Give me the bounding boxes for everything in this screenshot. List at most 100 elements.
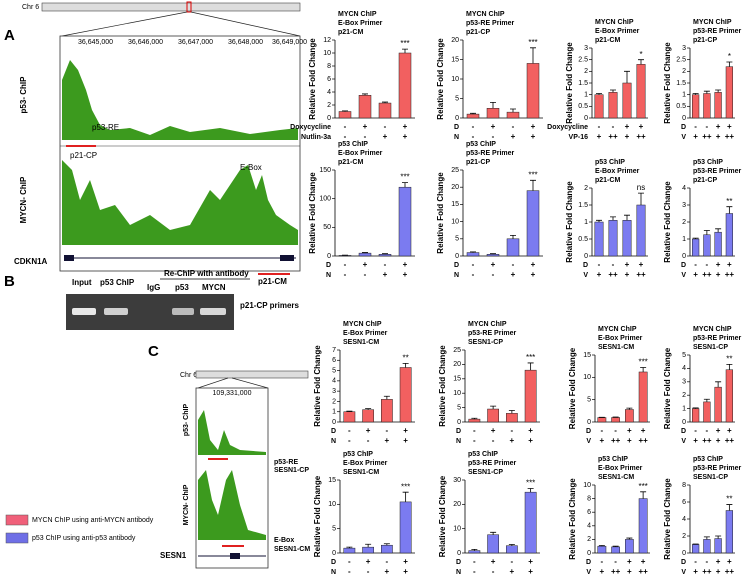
condition-label: +	[600, 436, 605, 445]
y-axis-label: Relative Fold Change	[663, 181, 672, 263]
condition-label: -	[472, 260, 475, 269]
condition-label: +	[366, 426, 371, 435]
y-tick-label: 5	[455, 236, 459, 243]
chart-title: SESN1-CM	[343, 339, 379, 346]
panel-label: B	[4, 273, 15, 290]
condition-name: Nutlin-3a	[301, 134, 331, 141]
condition-label: +	[403, 122, 408, 131]
condition-label: +	[531, 122, 536, 131]
significance: **	[726, 354, 732, 363]
condition-label: +	[403, 426, 408, 435]
bar	[622, 82, 632, 119]
y-tick-label: 2	[682, 68, 686, 75]
chart-title: p53 ChIP	[693, 159, 723, 166]
condition-label: -	[612, 260, 615, 269]
error-bar	[346, 546, 353, 549]
y-tick-label: 10	[583, 482, 591, 489]
error-bar	[490, 405, 497, 410]
chromosome: Chr 6	[22, 4, 39, 11]
significance: ***	[638, 358, 647, 367]
error-bar	[402, 491, 409, 502]
condition-name: D	[586, 428, 591, 435]
condition-label: +	[639, 122, 644, 131]
condition-label: -	[492, 270, 495, 279]
bar	[398, 52, 412, 119]
condition-label: +	[716, 260, 721, 269]
feature-label: p21-CM	[258, 277, 287, 286]
bar	[399, 501, 412, 554]
bar	[466, 113, 480, 119]
condition-label: +	[716, 567, 721, 576]
y-axis-label: Relative Fold Change	[313, 475, 322, 557]
y-tick-label: 1	[682, 236, 686, 243]
condition-name: D	[586, 559, 591, 566]
condition-label: +	[363, 122, 368, 131]
chart-title: p21-CP	[466, 159, 490, 166]
bar	[638, 371, 648, 423]
condition-name: D	[456, 559, 461, 566]
chart-title: MYCN ChIP	[693, 19, 732, 26]
condition-label: -	[492, 436, 495, 445]
chart-title: SESN1-CP	[468, 339, 503, 346]
y-tick-label: 4	[587, 523, 591, 530]
error-bar	[490, 253, 496, 255]
y-axis-label: Relative Fold Change	[308, 172, 317, 254]
error-bar	[508, 410, 515, 414]
condition-label: +	[727, 557, 732, 566]
error-bar	[692, 93, 699, 95]
error-bar	[510, 234, 516, 239]
y-tick-label: 0	[682, 419, 686, 426]
error-bar	[640, 491, 647, 499]
y-tick-label: 10	[323, 50, 331, 57]
condition-name: N	[456, 569, 461, 576]
bar	[486, 108, 500, 119]
condition-label: +	[693, 567, 698, 576]
y-tick-label: 2	[584, 68, 588, 75]
condition-label: +	[727, 122, 732, 131]
error-bar	[471, 417, 478, 420]
condition-label: -	[344, 122, 347, 131]
bar	[506, 238, 520, 257]
bar	[611, 417, 620, 423]
significance: ***	[528, 38, 537, 47]
condition-label: -	[386, 557, 389, 566]
condition-label: +	[528, 567, 533, 576]
error-bar	[703, 398, 710, 402]
error-bar	[726, 61, 733, 67]
y-tick-label: 4	[327, 89, 331, 96]
condition-label: +	[716, 436, 721, 445]
y-axis-label: Relative Fold Change	[565, 42, 574, 124]
legend: MYCN ChIP using anti-MYCN antibody p53 Ch…	[5, 514, 154, 544]
bar	[714, 92, 722, 119]
condition-name: V	[681, 134, 686, 141]
condition-label: +	[597, 270, 602, 279]
condition-label: -	[706, 260, 709, 269]
chart-title: p53 ChIP	[468, 451, 498, 458]
bar	[524, 369, 537, 423]
condition-name: V	[681, 438, 686, 445]
error-bar	[703, 230, 710, 235]
significance: *	[728, 52, 731, 61]
y-tick-label: 5	[332, 367, 336, 374]
condition-name: N	[331, 438, 336, 445]
condition-name: D	[583, 262, 588, 269]
error-bar	[610, 216, 616, 221]
condition-name: N	[454, 134, 459, 141]
bar	[358, 252, 372, 257]
error-bar	[624, 70, 630, 83]
bar	[343, 547, 356, 554]
y-axis-label: Relative Fold Change	[568, 347, 577, 429]
error-bar	[402, 182, 408, 188]
condition-label: -	[473, 557, 476, 566]
error-bar	[638, 59, 644, 65]
bar	[625, 409, 634, 423]
condition-label: -	[694, 122, 697, 131]
chart-title: SESN1-CP	[468, 469, 503, 476]
y-tick-label: 4	[682, 365, 686, 372]
y-axis-label: Relative Fold Change	[313, 345, 322, 427]
error-bar	[715, 381, 722, 388]
error-bar	[362, 93, 368, 96]
condition-name: D	[331, 559, 336, 566]
chart-title: p53 ChIP	[338, 141, 368, 148]
